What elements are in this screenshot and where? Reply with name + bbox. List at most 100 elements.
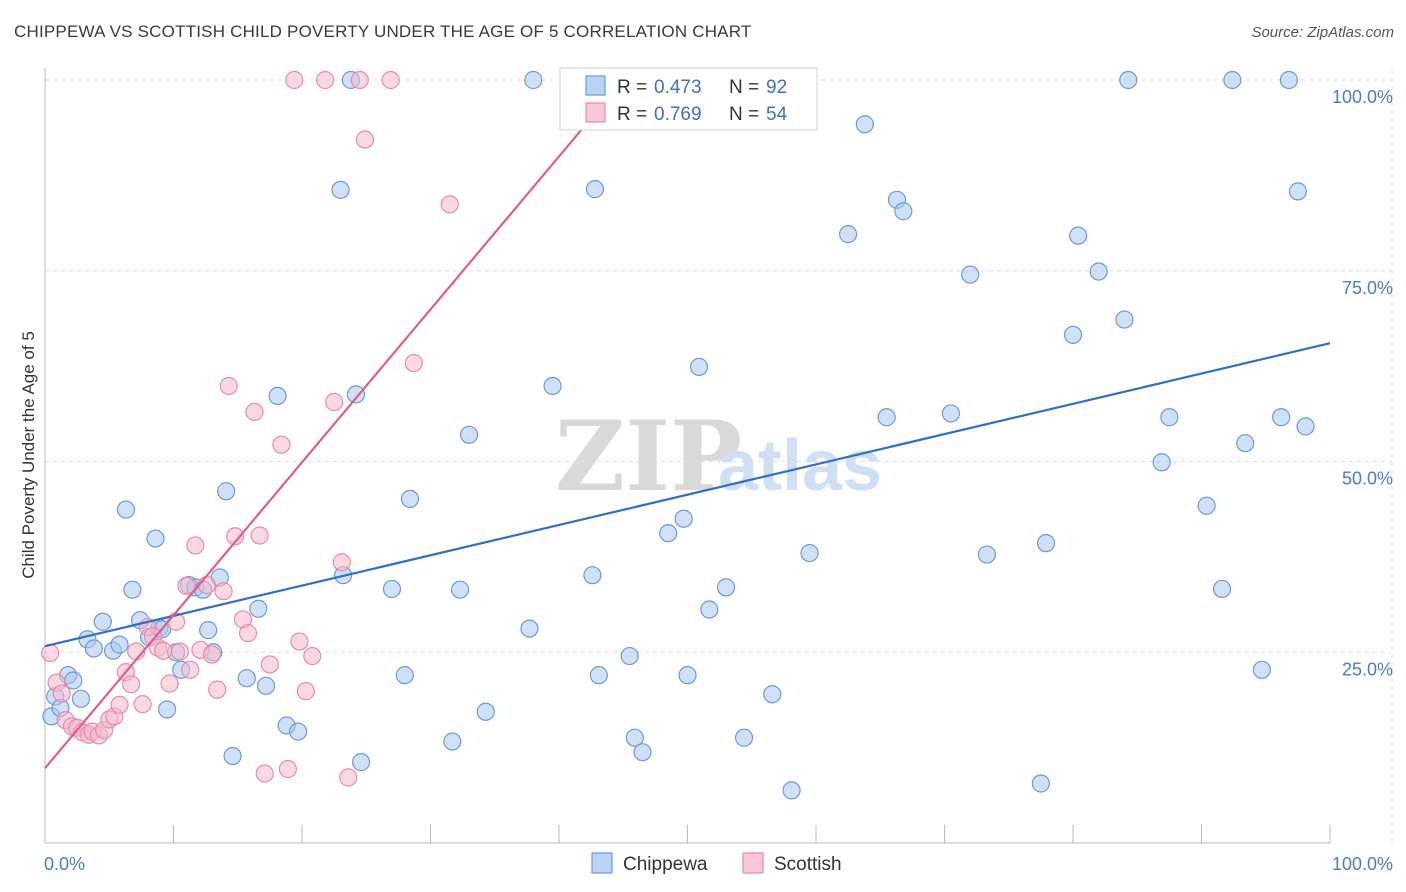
x-tick-label: 100.0% (1332, 854, 1393, 874)
scottish-point (133, 695, 152, 714)
scottish-point (197, 576, 217, 595)
chippewa-point (674, 509, 693, 528)
chippewa-r-value: 0.473 (654, 77, 702, 98)
scottish-point (440, 195, 459, 214)
scottish-point (260, 655, 279, 674)
scottish-point (245, 402, 264, 422)
scottish-point (381, 70, 400, 90)
scottish-point (272, 435, 291, 454)
scottish-point (290, 632, 309, 651)
chippewa-r-label: R = (617, 77, 647, 98)
chippewa-point (450, 580, 470, 599)
scottish-point (296, 682, 315, 701)
y-tick-label: 50.0% (1342, 469, 1393, 489)
chippewa-point (1236, 434, 1255, 453)
stats-legend: R = 0.473 N = 92 R = 0.769 N = 54 (559, 67, 818, 131)
scottish-point (121, 675, 141, 694)
legend-scottish-swatch[interactable] (742, 852, 764, 874)
scottish-point (202, 645, 222, 664)
chippewa-point (1252, 660, 1271, 679)
scottish-point (214, 582, 233, 601)
scottish-n-label: N = (729, 104, 759, 125)
chippewa-point (1036, 534, 1056, 553)
y-tick-label: 100.0% (1332, 87, 1393, 107)
chippewa-point (839, 225, 858, 244)
chippewa-point (249, 599, 268, 618)
scottish-point (226, 527, 245, 546)
chippewa-point (689, 357, 709, 376)
chippewa-n-label: N = (729, 77, 759, 98)
scottish-point (181, 660, 200, 679)
x-tick-label: 0.0% (44, 854, 85, 874)
chippewa-point (382, 579, 402, 599)
chippewa-point (223, 746, 242, 766)
chippewa-point (633, 743, 652, 762)
chippewa-point (289, 722, 308, 741)
chippewa-point (543, 376, 562, 396)
chippewa-point (395, 666, 414, 685)
scottish-r-value: 0.769 (654, 104, 702, 125)
chart-title: CHIPPEWA VS SCOTTISH CHILD POVERTY UNDER… (14, 22, 752, 41)
legend-chippewa-label[interactable]: Chippewa (623, 854, 708, 875)
chippewa-point (1197, 496, 1216, 515)
chippewa-point (1069, 226, 1088, 245)
chippewa-point (352, 753, 371, 772)
chippewa-point (583, 566, 602, 585)
chippewa-swatch (585, 75, 606, 96)
chippewa-point (800, 543, 819, 563)
chippewa-n-value: 92 (766, 77, 787, 98)
chippewa-point (123, 580, 142, 599)
watermark: ZIP atlas (555, 400, 882, 513)
chippewa-point (855, 115, 874, 134)
chippewa-point (331, 180, 350, 199)
chippewa-point (941, 404, 961, 423)
chippewa-point (84, 639, 103, 658)
chippewa-point (589, 666, 608, 685)
chippewa-point (585, 180, 605, 199)
chippewa-point (1063, 325, 1083, 344)
chippewa-point (93, 612, 112, 631)
chippewa-point (199, 621, 218, 640)
scottish-point (278, 759, 297, 779)
chippewa-point (894, 202, 913, 221)
chippewa-trend-line (44, 342, 1331, 648)
scottish-point (339, 768, 358, 787)
scottish-point (154, 641, 173, 660)
chippewa-point (877, 408, 896, 427)
scottish-point (170, 642, 190, 661)
scottish-point (332, 553, 351, 572)
chippewa-point (146, 529, 165, 548)
scottish-point (208, 680, 227, 699)
source-label: Source: ZipAtlas.com (1251, 24, 1394, 41)
chippewa-point (782, 781, 801, 800)
legend-chippewa-swatch[interactable] (591, 852, 613, 874)
chippewa-point (763, 685, 782, 704)
scottish-point (404, 353, 423, 373)
chippewa-point (1279, 70, 1298, 90)
chippewa-point (961, 265, 980, 284)
chippewa-point (1160, 408, 1179, 427)
chippewa-point (734, 728, 754, 747)
y-tick-label: 25.0% (1342, 659, 1393, 679)
scottish-point (110, 695, 129, 714)
chippewa-point (524, 70, 543, 90)
scottish-point (41, 643, 60, 663)
scottish-point (325, 392, 344, 412)
chippewa-point (1031, 774, 1050, 793)
chippewa-point (1089, 262, 1108, 281)
chippewa-point (110, 635, 129, 654)
y-axis-label: Child Poverty Under the Age of 5 (19, 331, 38, 579)
chippewa-point (217, 482, 236, 501)
chippewa-point (1115, 310, 1134, 329)
scottish-point (303, 646, 322, 666)
chippewa-point (678, 666, 697, 685)
x-tick-labels: 0.0% 100.0% (44, 854, 1393, 874)
chippewa-point (237, 669, 256, 688)
chippewa-point (1223, 70, 1242, 90)
chippewa-point (700, 600, 719, 619)
chippewa-point (1119, 70, 1138, 90)
trend-lines (44, 79, 1331, 769)
chippewa-point (716, 578, 736, 597)
legend-scottish-label[interactable]: Scottish (774, 854, 842, 875)
